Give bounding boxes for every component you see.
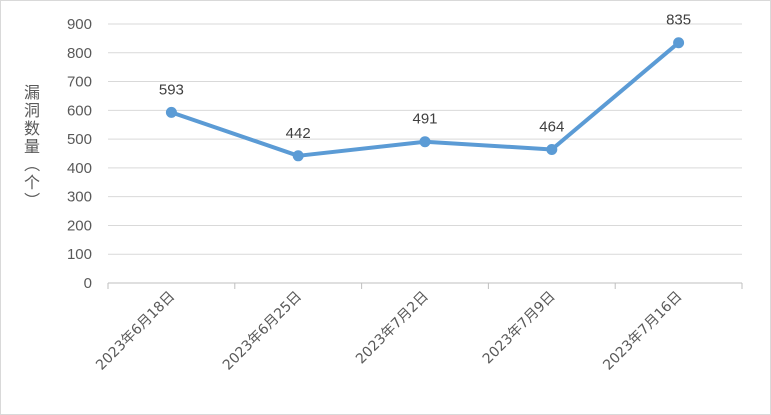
- x-tick-label: 2023年7月2日: [353, 289, 432, 368]
- y-tick-label: 700: [67, 74, 92, 91]
- data-label: 491: [412, 111, 437, 128]
- x-tick-label: 2023年6月25日: [220, 289, 305, 374]
- x-tick-label: 2023年7月16日: [600, 289, 685, 374]
- data-point: [165, 106, 177, 118]
- y-tick-label: 200: [67, 217, 92, 234]
- data-label: 593: [159, 81, 184, 98]
- data-point: [673, 37, 685, 49]
- y-axis-title-char: 洞: [24, 101, 40, 120]
- y-tick-label: 800: [67, 45, 92, 62]
- y-axis-title-char: ）: [22, 192, 41, 208]
- y-axis-title-char: 数: [24, 119, 40, 138]
- y-axis-title-char: （: [22, 156, 41, 172]
- y-tick-label: 0: [84, 275, 92, 292]
- y-tick-label: 100: [67, 246, 92, 263]
- y-tick-label: 400: [67, 160, 92, 177]
- y-axis-title-char: 漏: [24, 83, 40, 102]
- data-labels: 593 442 491 464 835: [159, 12, 691, 142]
- y-axis-ticks: 0 100 200 300 400 500 600 700 800 900: [67, 16, 92, 292]
- gridlines: [108, 23, 742, 255]
- y-axis-title-char: 个: [24, 173, 40, 192]
- y-tick-label: 900: [67, 16, 92, 33]
- data-label: 442: [286, 125, 311, 142]
- y-tick-label: 500: [67, 131, 92, 148]
- data-point: [292, 150, 304, 162]
- data-label: 835: [666, 12, 691, 29]
- data-label: 464: [539, 118, 564, 135]
- x-axis: 2023年6月18日 2023年6月25日 2023年7月2日 2023年7月9日 20…: [93, 282, 743, 374]
- y-tick-label: 300: [67, 189, 92, 206]
- y-tick-label: 600: [67, 102, 92, 119]
- data-point: [419, 136, 431, 148]
- x-tick-label: 2023年7月9日: [480, 289, 559, 368]
- y-axis-title-char: 量: [24, 137, 40, 156]
- data-point: [546, 143, 558, 155]
- data-points: [165, 37, 685, 162]
- x-tick-label: 2023年6月18日: [93, 289, 178, 374]
